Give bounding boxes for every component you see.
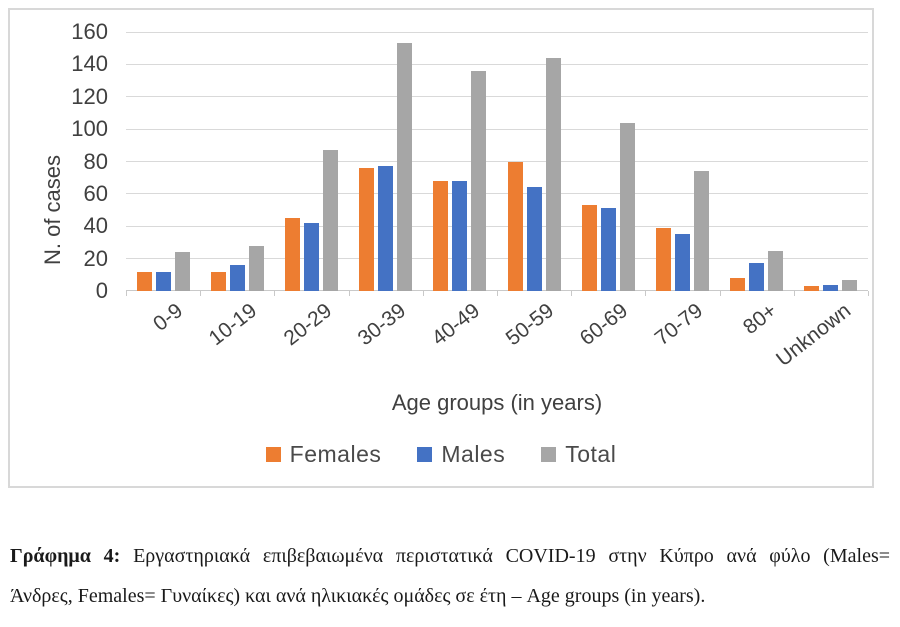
x-axis-tick-mark [868, 291, 869, 296]
bar-females-10-19 [210, 271, 226, 291]
legend-swatch-total [541, 447, 557, 462]
bar-males-70-79 [674, 234, 690, 291]
y-tick-label-40: 40 [83, 213, 108, 239]
legend-swatch-males [417, 447, 433, 462]
gridline-y-140 [126, 63, 868, 65]
chart-legend: Females Males Total [10, 441, 872, 468]
chart-figure: N. of cases 0 20 40 60 80 100 120 140 160 0-9 10-… [8, 8, 874, 488]
legend-label-females: Females [289, 441, 382, 467]
bar-total-0-9 [174, 252, 190, 291]
bar-females-70-79 [655, 227, 671, 291]
y-tick-label-120: 120 [71, 83, 108, 109]
bar-total-unknown [842, 279, 858, 291]
x-axis-title: Age groups (in years) [391, 390, 603, 415]
caption-label: Γράφημα 4: [10, 545, 121, 567]
bar-males-20-29 [303, 223, 319, 291]
x-axis-tick-mark [793, 291, 795, 296]
y-tick-label-140: 140 [71, 51, 108, 77]
legend-item-total: Total [541, 441, 616, 468]
y-tick-label-60: 60 [83, 180, 108, 206]
bar-females-0-9 [136, 271, 152, 291]
bar-group-60-69 [571, 32, 645, 291]
bar-total-10-19 [248, 245, 264, 291]
gridline-y-0 [126, 290, 868, 291]
x-axis-tick-mark [497, 291, 498, 296]
bar-group-20-29 [274, 32, 348, 291]
x-axis-tick-mark [645, 291, 647, 296]
bar-group-30-39 [349, 32, 423, 291]
caption-line-1-text: Εργαστηριακά επιβεβαιωμένα περιστατικά C… [120, 545, 891, 567]
y-tick-label-20: 20 [83, 245, 108, 271]
bar-total-80 [768, 250, 784, 291]
bar-females-50-59 [507, 161, 523, 291]
caption-line-1: Γράφημα 4: Εργαστηριακά επιβεβαιωμένα πε… [10, 536, 890, 576]
bar-group-unknown [794, 32, 868, 291]
bar-total-40-49 [471, 70, 487, 291]
legend-item-males: Males [417, 441, 505, 468]
bar-females-80 [730, 278, 746, 291]
bar-total-20-29 [322, 150, 338, 291]
caption-line-2: Άνδρες, Females= Γυναίκες) και ανά ηλικι… [10, 585, 706, 607]
x-axis-tick-mark [348, 291, 350, 296]
gridline-y-100 [126, 128, 868, 130]
bar-females-60-69 [581, 205, 597, 291]
bar-total-30-39 [397, 43, 413, 291]
bar-group-70-79 [645, 32, 719, 291]
y-tick-label-100: 100 [71, 116, 108, 142]
x-axis-tick-mark [422, 291, 424, 296]
gridline-y-80 [126, 161, 868, 162]
figure-caption: Γράφημα 4: Εργαστηριακά επιβεβαιωμένα πε… [10, 536, 890, 616]
legend-label-males: Males [441, 441, 506, 467]
bar-total-60-69 [619, 122, 635, 291]
bar-males-50-59 [526, 187, 542, 291]
bar-males-unknown [823, 284, 839, 291]
gridline-y-160 [126, 31, 868, 33]
gridline-y-60 [126, 193, 868, 195]
legend-label-total: Total [565, 441, 617, 467]
bar-group-40-49 [423, 32, 497, 291]
bar-total-70-79 [693, 171, 709, 291]
bar-males-0-9 [155, 271, 171, 291]
plot-area [126, 31, 869, 296]
bar-males-30-39 [378, 166, 394, 291]
x-axis-tick-mark [200, 291, 202, 296]
bar-group-50-59 [497, 32, 571, 291]
y-tick-label-0: 0 [95, 278, 108, 303]
y-axis-title-wrap: N. of cases [36, 70, 70, 350]
bar-males-80 [749, 263, 765, 291]
gridline-y-40 [126, 225, 868, 227]
bar-group-80 [720, 32, 794, 291]
x-axis-tick-mark [571, 291, 573, 296]
y-tick-label-160: 160 [71, 19, 108, 44]
x-axis-tick-mark [719, 291, 721, 296]
bar-females-40-49 [433, 180, 449, 291]
y-tick-label-80: 80 [83, 148, 108, 174]
bar-females-unknown [804, 286, 820, 291]
bar-males-10-19 [229, 265, 245, 291]
bar-females-30-39 [359, 167, 375, 291]
bar-group-0-9 [126, 32, 200, 291]
bar-females-20-29 [284, 218, 300, 291]
gridline-y-20 [126, 258, 868, 260]
x-axis-tick-mark [274, 291, 276, 296]
bar-total-50-59 [545, 57, 561, 291]
bar-group-10-19 [200, 32, 274, 291]
bar-males-60-69 [600, 208, 616, 291]
legend-item-females: Females [265, 441, 382, 468]
x-axis-tick-mark [126, 291, 127, 296]
legend-swatch-females [265, 447, 281, 462]
gridline-y-120 [126, 96, 868, 98]
bar-males-40-49 [452, 180, 468, 291]
